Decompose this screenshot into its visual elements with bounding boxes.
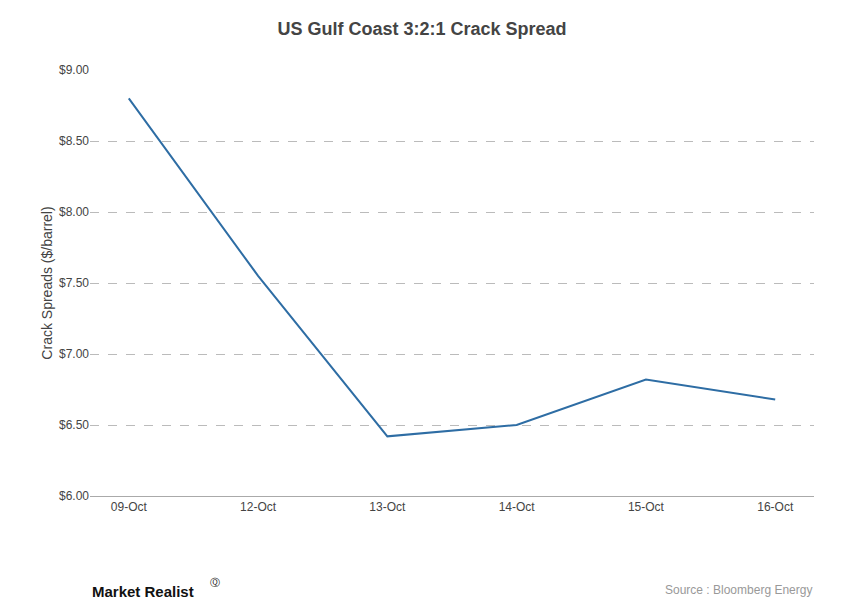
svg-text:Crack Spreads ($/barrel): Crack Spreads ($/barrel)	[39, 206, 55, 359]
svg-text:Ⓠ: Ⓠ	[210, 577, 220, 588]
svg-text:$8.00: $8.00	[59, 205, 89, 219]
svg-text:16-Oct: 16-Oct	[757, 500, 794, 514]
svg-text:$7.00: $7.00	[59, 347, 89, 361]
svg-text:15-Oct: 15-Oct	[628, 500, 665, 514]
svg-text:$6.00: $6.00	[59, 489, 89, 503]
svg-text:$7.50: $7.50	[59, 276, 89, 290]
svg-text:09-Oct: 09-Oct	[111, 500, 148, 514]
svg-text:US Gulf Coast 3:2:1 Crack Spre: US Gulf Coast 3:2:1 Crack Spread	[277, 19, 566, 39]
svg-text:12-Oct: 12-Oct	[240, 500, 277, 514]
svg-text:13-Oct: 13-Oct	[369, 500, 406, 514]
svg-text:Market Realist: Market Realist	[92, 583, 194, 600]
svg-text:$8.50: $8.50	[59, 134, 89, 148]
svg-text:$6.50: $6.50	[59, 418, 89, 432]
svg-text:$9.00: $9.00	[59, 63, 89, 77]
svg-text:14-Oct: 14-Oct	[499, 500, 536, 514]
svg-text:Source : Bloomberg Energy: Source : Bloomberg Energy	[665, 583, 812, 597]
